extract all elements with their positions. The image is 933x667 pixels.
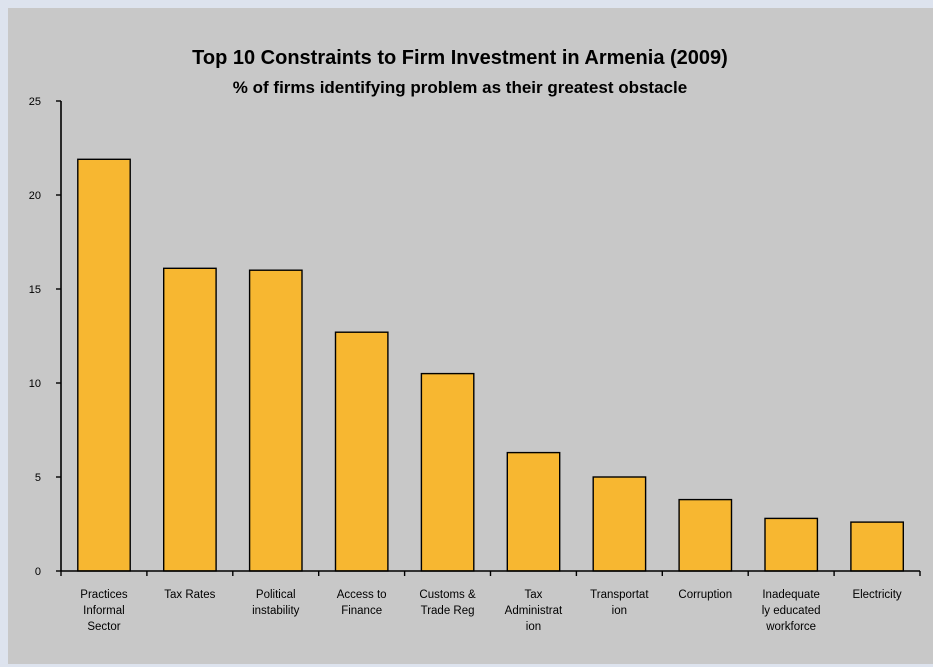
bar-2 — [162, 267, 217, 572]
x-tick-label: Corruption — [678, 589, 732, 601]
bar-6 — [506, 451, 561, 572]
x-tick-label: Customs & Trade Reg — [419, 589, 476, 617]
chart-title: Top 10 Constraints to Firm Investment in… — [192, 47, 728, 69]
y-tick-label: 15 — [29, 284, 41, 296]
bar-5 — [420, 372, 475, 572]
x-tick-label: Inadequate ly educated workforce — [762, 589, 821, 633]
bar-10 — [850, 521, 905, 572]
y-tick-label: 25 — [29, 96, 41, 108]
x-tick-label: Tax Administrat ion — [505, 589, 563, 633]
x-tick-label: Practices Informal Sector — [80, 589, 128, 633]
bar-4 — [334, 331, 389, 572]
x-tick-label: Tax Rates — [164, 589, 215, 601]
bar-1 — [77, 158, 131, 572]
chart-subtitle: % of firms identifying problem as their … — [233, 78, 687, 97]
x-tick-label: Transportat ion — [590, 589, 649, 617]
x-tick-label: Electricity — [852, 589, 901, 601]
bar-8 — [678, 498, 733, 572]
x-tick-label: Access to Finance — [337, 589, 387, 617]
y-tick-label: 5 — [35, 472, 41, 484]
chart-panel: Top 10 Constraints to Firm Investment in… — [8, 8, 933, 664]
bar-9 — [764, 517, 819, 572]
bar-chart: Top 10 Constraints to Firm Investment in… — [29, 47, 921, 633]
bar-7 — [592, 476, 647, 572]
y-tick-label: 10 — [29, 378, 41, 390]
plot-area: 0 5 10 15 20 25 Practices Informal Sector Tax Rat… — [29, 96, 921, 633]
y-tick-label: 0 — [35, 566, 41, 578]
bar-3 — [248, 269, 303, 572]
y-tick-label: 20 — [29, 190, 41, 202]
x-tick-label: Political instability — [252, 589, 300, 617]
